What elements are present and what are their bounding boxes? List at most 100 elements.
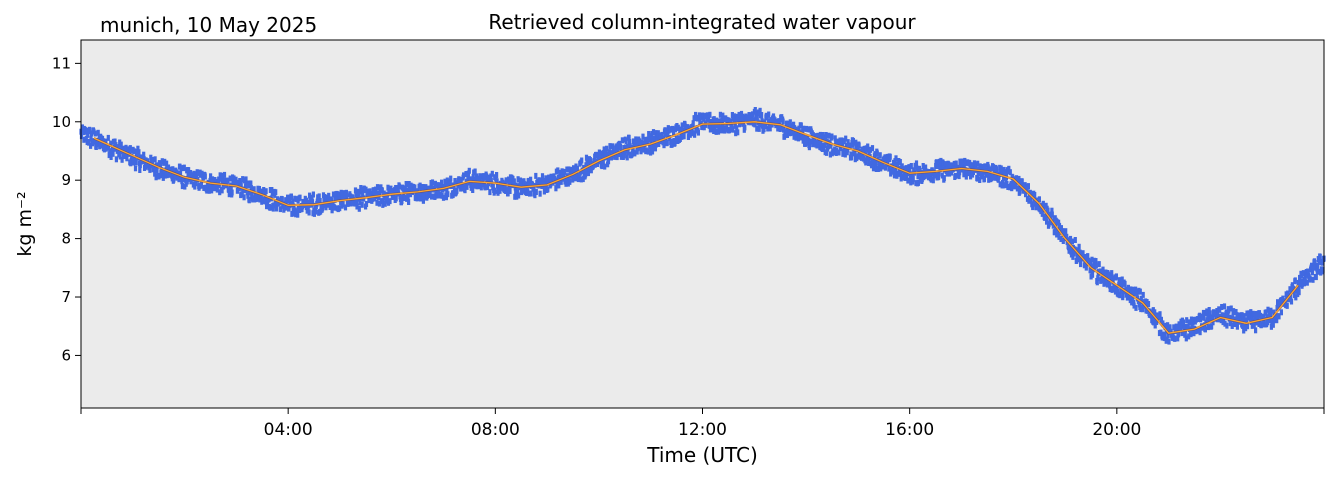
scatter-point — [1101, 266, 1105, 273]
scatter-point — [465, 183, 469, 190]
scatter-point — [338, 205, 342, 212]
scatter-point — [894, 155, 898, 162]
scatter-point — [1089, 260, 1093, 267]
scatter-point — [565, 166, 569, 173]
scatter-point — [331, 191, 336, 198]
scatter-point — [791, 129, 795, 136]
scatter-point — [138, 162, 142, 169]
scatter-point — [838, 145, 843, 152]
scatter-point — [617, 151, 621, 157]
scatter-point — [332, 204, 337, 211]
scatter-point — [367, 197, 371, 204]
scatter-point — [982, 176, 986, 182]
scatter-point — [280, 196, 284, 203]
scatter-point — [799, 122, 803, 129]
scatter-point — [806, 126, 810, 133]
scatter-point — [844, 135, 848, 142]
y-tick-label: 8 — [61, 230, 71, 248]
scatter-point — [716, 118, 720, 125]
scatter-point — [430, 193, 434, 200]
scatter-point — [888, 153, 892, 160]
scatter-point — [909, 179, 913, 186]
scatter-point — [509, 178, 513, 185]
scatter-point — [1118, 277, 1122, 284]
scatter-point — [1057, 233, 1061, 240]
scatter-point — [820, 135, 824, 142]
scatter-point — [194, 180, 198, 187]
scatter-point — [1120, 276, 1124, 283]
scatter-point — [1210, 323, 1214, 330]
scatter-point — [936, 174, 941, 181]
scatter-point — [899, 170, 903, 176]
scatter-point — [1123, 280, 1127, 287]
scatter-point — [751, 117, 755, 124]
scatter-point — [650, 148, 655, 155]
scatter-point — [163, 158, 167, 165]
scatter-point — [579, 176, 583, 183]
scatter-point — [515, 193, 519, 200]
scatter-point — [1068, 243, 1072, 250]
scatter-point — [1168, 324, 1172, 331]
scatter-point — [1114, 273, 1118, 280]
scatter-point — [682, 133, 686, 140]
scatter-point — [239, 181, 243, 188]
scatter-point — [547, 175, 551, 182]
scatter-point — [899, 175, 903, 182]
scatter-point — [1166, 322, 1170, 329]
scatter-point — [935, 159, 939, 166]
scatter-point — [872, 162, 876, 169]
scatter-point — [137, 149, 141, 156]
scatter-point — [1272, 309, 1276, 316]
scatter-point — [311, 191, 315, 198]
scatter-point — [1047, 221, 1051, 228]
scatter-point — [1094, 258, 1098, 264]
scatter-point — [525, 181, 529, 188]
scatter-point — [1321, 266, 1325, 273]
scatter-point — [218, 189, 222, 196]
scatter-point — [646, 136, 650, 143]
y-axis-label: kg m⁻² — [14, 191, 36, 256]
scatter-point — [875, 150, 879, 157]
scatter-point — [668, 126, 672, 133]
scatter-point — [1003, 182, 1007, 189]
scatter-point — [1172, 324, 1176, 331]
scatter-point — [1225, 322, 1229, 329]
scatter-point — [430, 179, 435, 186]
scatter-point — [1202, 314, 1206, 321]
scatter-point — [1081, 250, 1085, 257]
scatter-point — [1064, 228, 1068, 235]
scatter-point — [943, 161, 947, 168]
scatter-point — [737, 111, 741, 118]
scatter-point — [867, 160, 871, 166]
scatter-point — [653, 145, 657, 152]
scatter-point — [1205, 317, 1209, 324]
scatter-point — [705, 112, 710, 119]
scatter-point — [1108, 282, 1112, 289]
scatter-point — [1229, 305, 1233, 312]
scatter-point — [708, 111, 712, 118]
scatter-point — [217, 182, 221, 189]
scatter-point — [660, 131, 664, 138]
scatter-point — [626, 149, 630, 156]
scatter-point — [310, 195, 314, 202]
scatter-point — [310, 199, 315, 206]
scatter-point — [598, 150, 602, 157]
scatter-point — [934, 163, 938, 169]
scatter-point — [1276, 299, 1280, 306]
scatter-point — [878, 152, 882, 159]
scatter-point — [776, 125, 780, 132]
scatter-point — [601, 159, 605, 166]
scatter-point — [480, 180, 484, 187]
scatter-point — [1314, 274, 1318, 281]
scatter-point — [179, 165, 183, 172]
scatter-point — [819, 140, 823, 147]
scatter-point — [737, 116, 741, 122]
scatter-point — [1068, 235, 1073, 242]
scatter-point — [797, 125, 801, 132]
scatter-point — [980, 163, 984, 170]
scatter-point — [418, 192, 422, 199]
scatter-point — [1053, 229, 1057, 236]
scatter-point — [479, 184, 483, 191]
scatter-point — [394, 195, 398, 202]
scatter-point — [1100, 275, 1104, 282]
